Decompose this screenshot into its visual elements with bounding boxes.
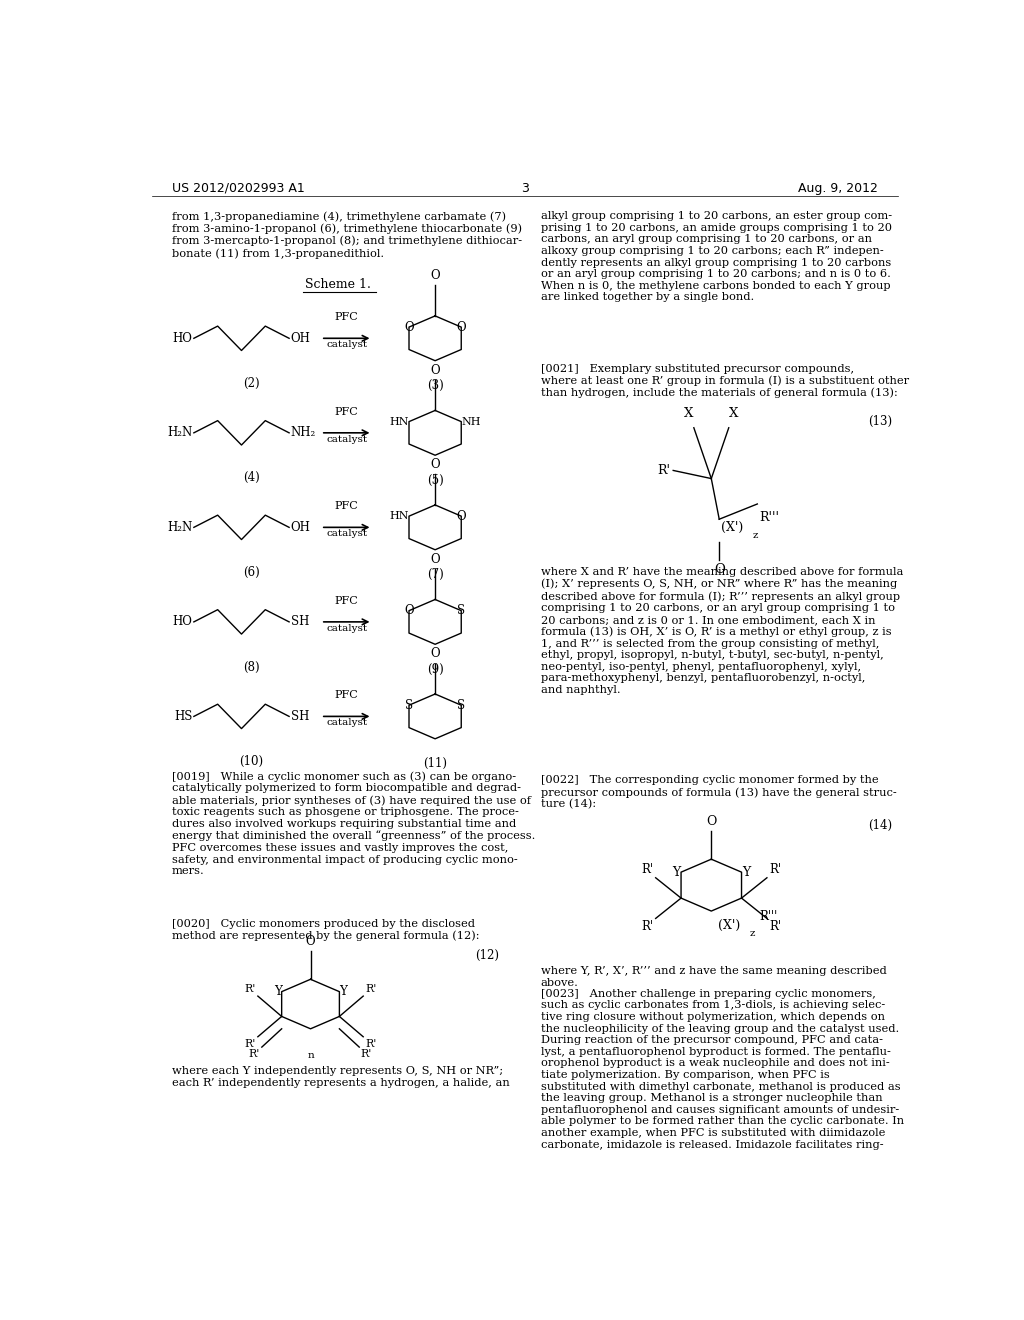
Text: Aug. 9, 2012: Aug. 9, 2012 bbox=[798, 182, 878, 195]
Text: O: O bbox=[707, 814, 717, 828]
Text: OH: OH bbox=[291, 331, 310, 345]
Text: PFC: PFC bbox=[335, 502, 358, 511]
Text: O: O bbox=[714, 562, 725, 576]
Text: Y: Y bbox=[340, 985, 347, 998]
Text: where Y, R’, X’, R’’’ and z have the same meaning described
above.: where Y, R’, X’, R’’’ and z have the sam… bbox=[541, 966, 887, 989]
Text: H₂N: H₂N bbox=[167, 426, 193, 440]
Text: PFC: PFC bbox=[335, 407, 358, 417]
Text: S: S bbox=[458, 698, 466, 711]
Text: S: S bbox=[458, 605, 466, 618]
Text: HO: HO bbox=[172, 615, 193, 628]
Text: HN: HN bbox=[389, 417, 409, 426]
Text: O: O bbox=[430, 648, 440, 660]
Text: PFC: PFC bbox=[335, 690, 358, 700]
Text: R': R' bbox=[769, 920, 781, 933]
Text: X: X bbox=[729, 407, 738, 420]
Text: catalyst: catalyst bbox=[326, 341, 368, 350]
Text: (6): (6) bbox=[243, 566, 259, 579]
Text: (13): (13) bbox=[868, 414, 892, 428]
Text: Y: Y bbox=[273, 985, 282, 998]
Text: NH: NH bbox=[462, 417, 481, 426]
Text: [0019]   While a cyclic monomer such as (3) can be organo-
catalytically polymer: [0019] While a cyclic monomer such as (3… bbox=[172, 771, 535, 876]
Text: (9): (9) bbox=[427, 663, 443, 676]
Text: R': R' bbox=[641, 863, 653, 875]
Text: O: O bbox=[430, 269, 440, 282]
Text: O: O bbox=[430, 553, 440, 566]
Text: R''': R''' bbox=[759, 511, 779, 524]
Text: O: O bbox=[430, 364, 440, 378]
Text: NH₂: NH₂ bbox=[291, 426, 316, 440]
Text: catalyst: catalyst bbox=[326, 718, 368, 727]
Text: R': R' bbox=[366, 985, 377, 994]
Text: z: z bbox=[753, 532, 758, 540]
Text: alkyl group comprising 1 to 20 carbons, an ester group com-
prising 1 to 20 carb: alkyl group comprising 1 to 20 carbons, … bbox=[541, 211, 892, 302]
Text: (14): (14) bbox=[868, 818, 892, 832]
Text: (5): (5) bbox=[427, 474, 443, 487]
Text: H₂N: H₂N bbox=[167, 521, 193, 533]
Text: (3): (3) bbox=[427, 379, 443, 392]
Text: (X'): (X') bbox=[721, 521, 743, 535]
Text: R': R' bbox=[244, 1039, 255, 1049]
Text: O: O bbox=[457, 321, 466, 334]
Text: (11): (11) bbox=[423, 758, 447, 770]
Text: n: n bbox=[307, 1051, 314, 1060]
Text: S: S bbox=[404, 698, 413, 711]
Text: O: O bbox=[430, 458, 440, 471]
Text: (X'): (X') bbox=[718, 919, 740, 932]
Text: [0022]   The corresponding cyclic monomer formed by the
precursor compounds of f: [0022] The corresponding cyclic monomer … bbox=[541, 775, 896, 809]
Text: (7): (7) bbox=[427, 568, 443, 581]
Text: HO: HO bbox=[172, 331, 193, 345]
Text: (2): (2) bbox=[243, 378, 259, 389]
Text: X: X bbox=[684, 407, 694, 420]
Text: SH: SH bbox=[291, 615, 309, 628]
Text: R': R' bbox=[360, 1049, 372, 1059]
Text: O: O bbox=[306, 935, 315, 948]
Text: Y: Y bbox=[741, 866, 750, 879]
Text: 3: 3 bbox=[521, 182, 528, 195]
Text: HN: HN bbox=[389, 511, 409, 521]
Text: R''': R''' bbox=[759, 909, 777, 923]
Text: R': R' bbox=[249, 1049, 260, 1059]
Text: [0023]   Another challenge in preparing cyclic monomers,
such as cyclic carbonat: [0023] Another challenge in preparing cy… bbox=[541, 989, 904, 1150]
Text: R': R' bbox=[657, 463, 670, 477]
Text: R': R' bbox=[366, 1039, 377, 1049]
Text: from 1,3-propanediamine (4), trimethylene carbamate (7)
from 3-amino-1-propanol : from 1,3-propanediamine (4), trimethylen… bbox=[172, 211, 522, 259]
Text: R': R' bbox=[244, 985, 255, 994]
Text: PFC: PFC bbox=[335, 312, 358, 322]
Text: where each Y independently represents O, S, NH or NR”;
each R’ independently rep: where each Y independently represents O,… bbox=[172, 1067, 509, 1088]
Text: (8): (8) bbox=[243, 660, 259, 673]
Text: [0021]   Exemplary substituted precursor compounds,
where at least one R’ group : [0021] Exemplary substituted precursor c… bbox=[541, 364, 908, 399]
Text: catalyst: catalyst bbox=[326, 529, 368, 539]
Text: (12): (12) bbox=[475, 949, 500, 962]
Text: OH: OH bbox=[291, 521, 310, 533]
Text: z: z bbox=[750, 929, 755, 939]
Text: catalyst: catalyst bbox=[326, 624, 368, 632]
Text: catalyst: catalyst bbox=[326, 434, 368, 444]
Text: O: O bbox=[404, 321, 414, 334]
Text: O: O bbox=[404, 605, 414, 618]
Text: HS: HS bbox=[174, 710, 193, 723]
Text: O: O bbox=[457, 510, 466, 523]
Text: US 2012/0202993 A1: US 2012/0202993 A1 bbox=[172, 182, 304, 195]
Text: R': R' bbox=[769, 863, 781, 875]
Text: (4): (4) bbox=[243, 471, 259, 484]
Text: where X and R’ have the meaning described above for formula
(I); X’ represents O: where X and R’ have the meaning describe… bbox=[541, 568, 903, 696]
Text: Scheme 1.: Scheme 1. bbox=[305, 279, 372, 292]
Text: [0020]   Cyclic monomers produced by the disclosed
method are represented by the: [0020] Cyclic monomers produced by the d… bbox=[172, 919, 479, 941]
Text: R': R' bbox=[641, 920, 653, 933]
Text: Y: Y bbox=[673, 866, 681, 879]
Text: PFC: PFC bbox=[335, 595, 358, 606]
Text: (10): (10) bbox=[239, 755, 263, 768]
Text: SH: SH bbox=[291, 710, 309, 723]
